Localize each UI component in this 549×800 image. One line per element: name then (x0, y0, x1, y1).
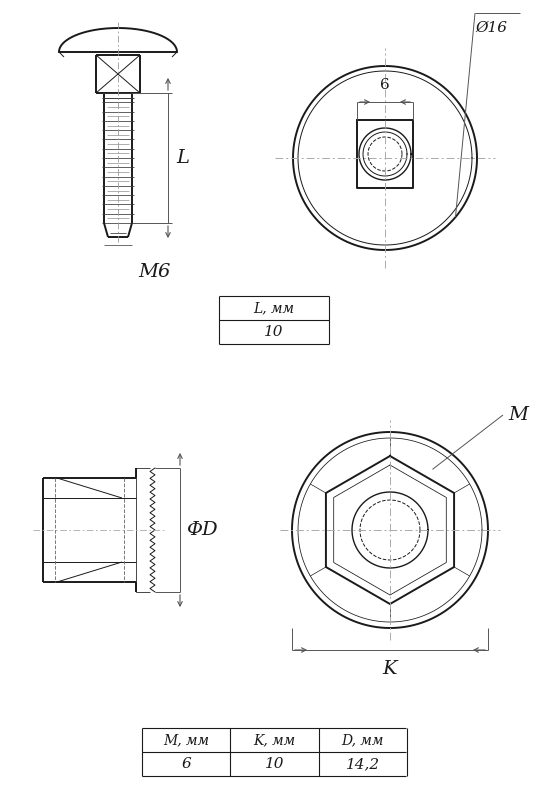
Text: 6: 6 (380, 78, 390, 92)
Text: L, мм: L, мм (254, 301, 294, 315)
Text: 10: 10 (265, 757, 284, 771)
Text: M: M (508, 406, 528, 424)
Text: ΦD: ΦD (186, 521, 217, 539)
Text: M, мм: M, мм (163, 733, 209, 747)
Text: M6: M6 (138, 263, 170, 281)
Text: D, мм: D, мм (341, 733, 384, 747)
Text: L: L (176, 149, 189, 167)
Text: 10: 10 (264, 325, 284, 339)
Text: K: K (383, 660, 397, 678)
Text: 14,2: 14,2 (346, 757, 380, 771)
Text: K, мм: K, мм (254, 733, 295, 747)
Text: Ø16: Ø16 (475, 21, 507, 35)
Text: 6: 6 (181, 757, 191, 771)
